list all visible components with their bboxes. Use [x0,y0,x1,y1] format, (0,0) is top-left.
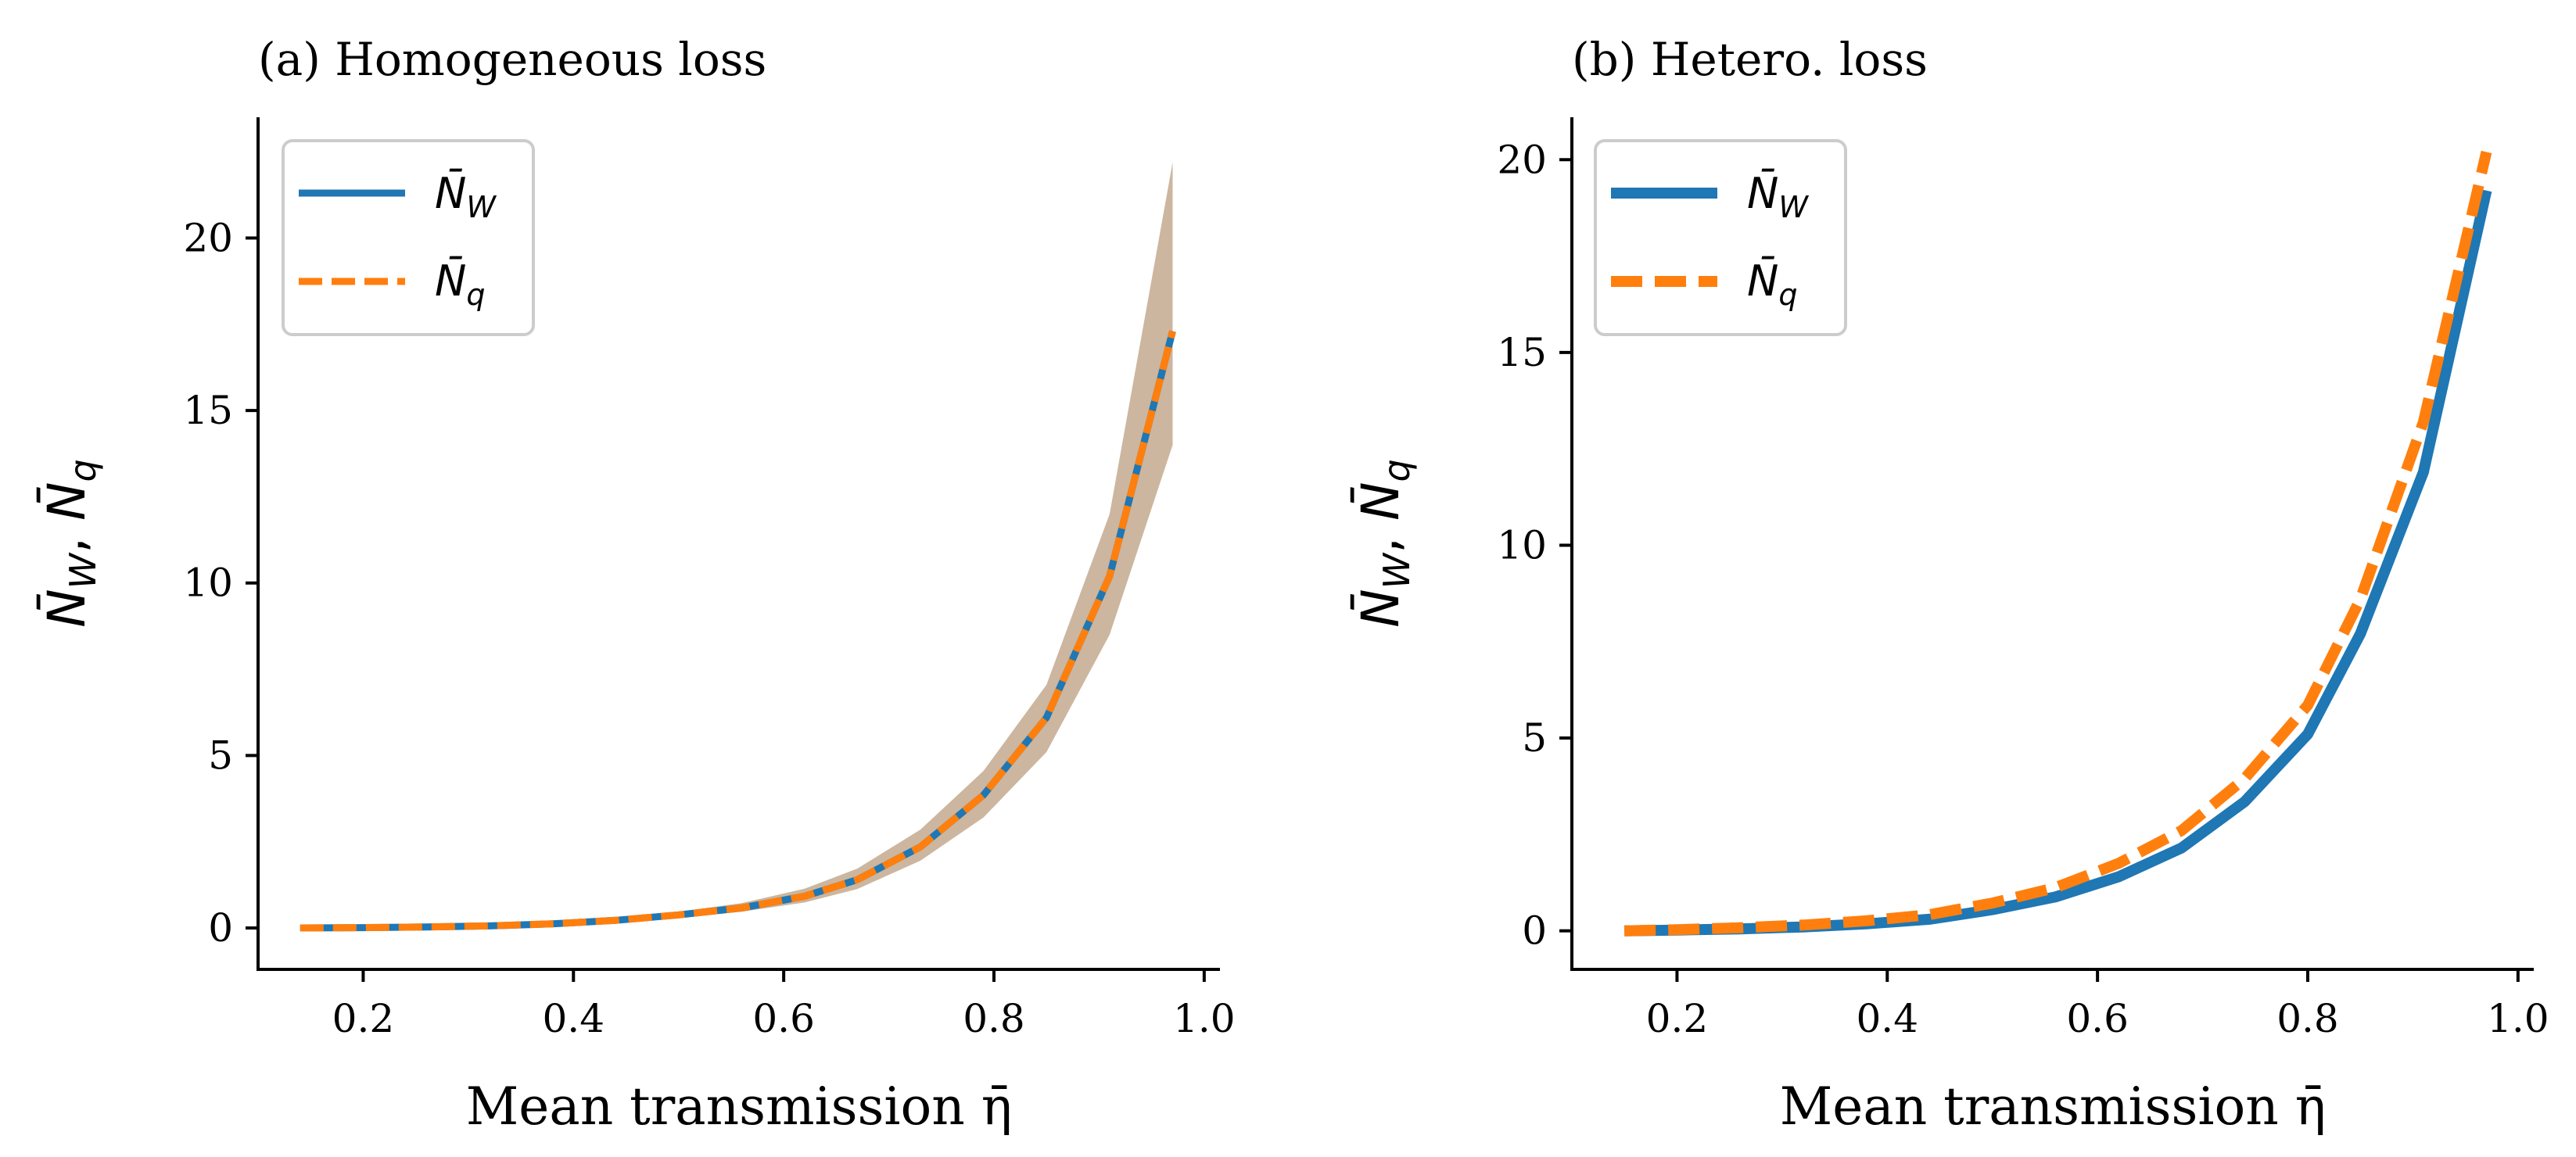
x-tick-label: 0.4 [1857,996,1919,1041]
y-tick-label: 5 [208,733,233,778]
legend-frame [1594,139,1847,336]
y-tick-label: 10 [183,561,233,606]
x-tick-label: 1.0 [2487,996,2549,1041]
series-line-nq [300,330,1176,932]
x-tick-label: 0.8 [963,996,1025,1041]
y-tick-label: 20 [183,215,233,260]
y-tick-label: 10 [1497,522,1547,568]
series-line-nq [1624,150,2492,937]
x-axis-label: Mean transmission η̄ [466,1076,1013,1137]
y-tick-label: 15 [1497,330,1547,375]
y-axis-label: N̄W, N̄q [37,459,104,627]
legend-label-nw: N̄W [435,169,497,224]
x-tick-label: 0.6 [2066,996,2129,1041]
y-tick-label: 20 [1497,137,1547,182]
y-tick-label: 5 [1522,715,1547,761]
x-tick-label: 0.4 [543,996,605,1041]
legend-label-nw: N̄W [1747,169,1809,224]
y-tick-label: 15 [183,388,233,433]
x-axis-label: Mean transmission η̄ [1780,1076,2327,1137]
legend-label-nq: N̄q [435,256,486,312]
chart-title: (b) Hetero. loss [1572,33,1928,86]
x-tick-label: 0.8 [2276,996,2339,1041]
panel-homogeneous-loss: (a) Homogeneous loss 0.2 0.4 0.6 0.8 1.0 0 5 1… [37,33,1236,1137]
y-tick-label: 0 [208,905,233,951]
legend-label-nq: N̄q [1747,256,1798,312]
y-axis-label: N̄W, N̄q [1351,459,1418,627]
panel-hetero-loss: (b) Hetero. loss 0.2 0.4 0.6 0.8 1.0 0 5 10 15 2… [1351,33,2549,1137]
series-line-nw [300,330,1176,932]
legend: N̄W N̄q [282,139,535,336]
legend: N̄W N̄q [1594,139,1847,336]
chart-title: (a) Homogeneous loss [258,33,766,86]
x-tick-label: 0.6 [752,996,815,1041]
y-tick-label: 0 [1522,908,1547,954]
x-tick-label: 0.2 [332,996,395,1041]
x-tick-label: 0.2 [1646,996,1709,1041]
x-tick-label: 1.0 [1173,996,1236,1041]
legend-frame [282,139,535,336]
